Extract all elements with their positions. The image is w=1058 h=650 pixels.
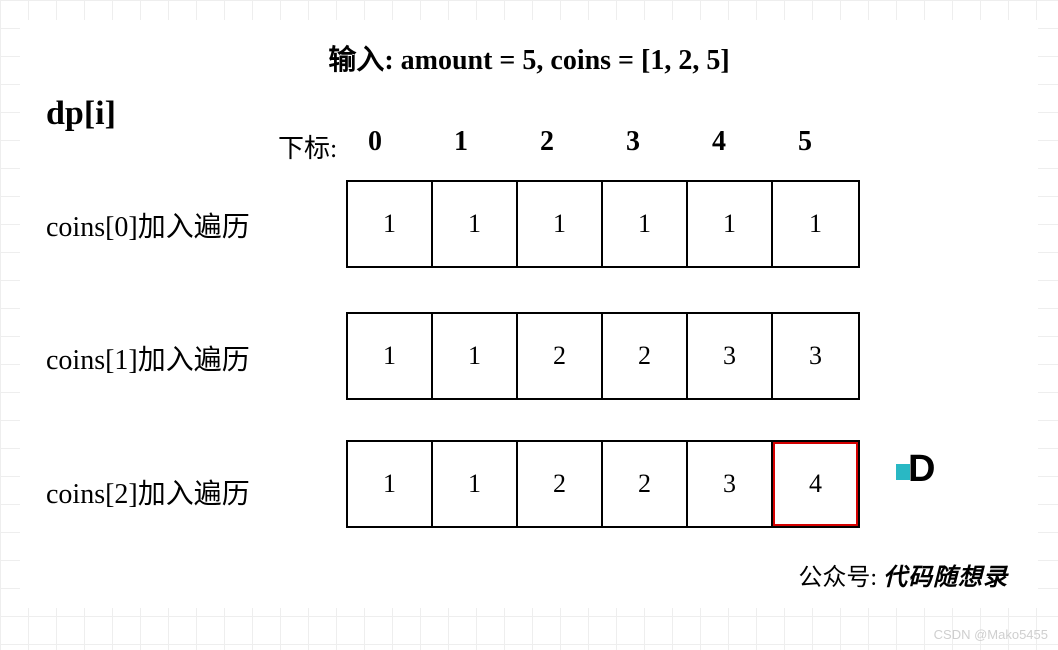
footer-label: 公众号: (798, 565, 877, 591)
cell-1-0: 1 (348, 314, 433, 398)
table-row-2: 1 1 2 2 3 4 (346, 440, 860, 528)
row-label-2: coins[2]加入遍历 (46, 472, 250, 512)
cell-0-2: 1 (518, 182, 603, 266)
index-1: 1 (446, 126, 532, 158)
cell-0-5: 1 (773, 182, 858, 266)
table-row-0: 1 1 1 1 1 1 (346, 180, 860, 268)
cell-2-4: 3 (688, 442, 773, 526)
diagram-canvas: 输入: amount = 5, coins = [1, 2, 5] dp[i] … (20, 20, 1038, 608)
cell-0-1: 1 (433, 182, 518, 266)
index-4: 4 (704, 126, 790, 158)
diagram-title: 输入: amount = 5, coins = [1, 2, 5] (20, 38, 1038, 78)
watermark-text: CSDN @Mako5455 (934, 627, 1048, 642)
cell-2-3: 2 (603, 442, 688, 526)
dp-array-label: dp[i] (46, 95, 116, 133)
footer-credit: 公众号: 代码随想录 (798, 557, 1008, 592)
index-3: 3 (618, 126, 704, 158)
table-row-1: 1 1 2 2 3 3 (346, 312, 860, 400)
row-label-1: coins[1]加入遍历 (46, 338, 250, 378)
index-5: 5 (790, 126, 876, 158)
cell-2-2: 2 (518, 442, 603, 526)
cell-0-3: 1 (603, 182, 688, 266)
index-header-row: 0 1 2 3 4 5 (360, 126, 876, 158)
cell-1-3: 2 (603, 314, 688, 398)
cell-1-5: 3 (773, 314, 858, 398)
cell-0-4: 1 (688, 182, 773, 266)
cell-2-5: 4 (773, 442, 858, 526)
footer-brand: 代码随想录 (883, 565, 1008, 591)
cell-1-2: 2 (518, 314, 603, 398)
logo-letter-icon: D (908, 448, 935, 491)
cell-1-1: 1 (433, 314, 518, 398)
cell-0-0: 1 (348, 182, 433, 266)
cell-2-1: 1 (433, 442, 518, 526)
brand-logo-icon: D (902, 448, 942, 488)
index-0: 0 (360, 126, 446, 158)
row-label-0: coins[0]加入遍历 (46, 205, 250, 245)
index-axis-label: 下标: (278, 128, 337, 165)
cell-1-4: 3 (688, 314, 773, 398)
cell-2-0: 1 (348, 442, 433, 526)
index-2: 2 (532, 126, 618, 158)
